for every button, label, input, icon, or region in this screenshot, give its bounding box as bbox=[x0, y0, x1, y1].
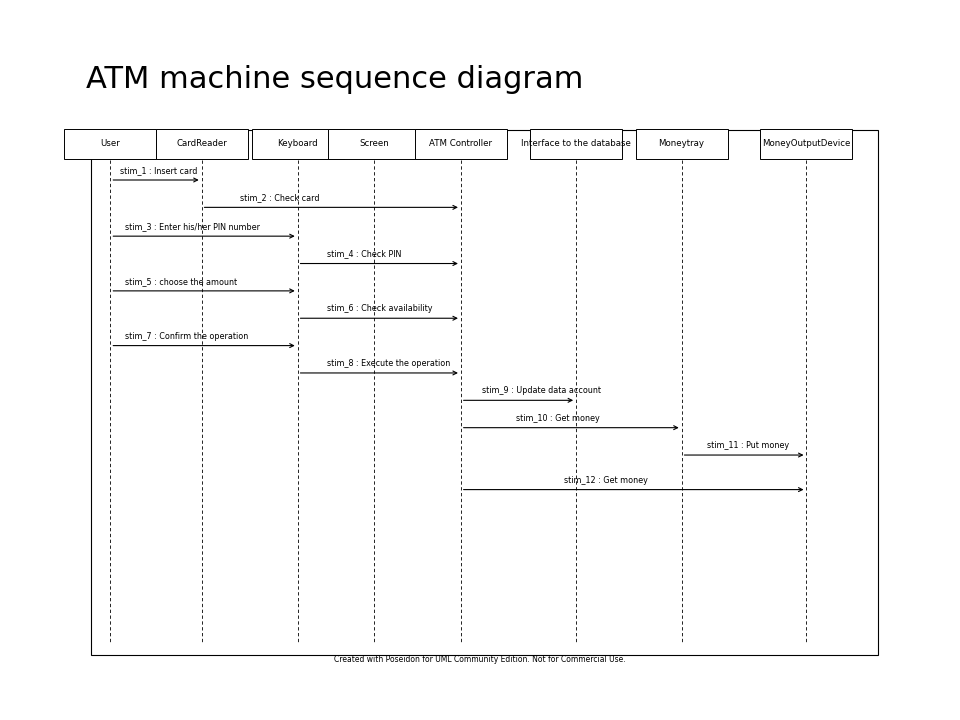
Text: ATM machine sequence diagram: ATM machine sequence diagram bbox=[86, 65, 584, 94]
Bar bbox=[156, 129, 248, 159]
Bar bbox=[252, 129, 344, 159]
Bar bbox=[91, 130, 878, 655]
Text: stim_6 : Check availability: stim_6 : Check availability bbox=[327, 304, 432, 313]
Text: stim_7 : Confirm the operation: stim_7 : Confirm the operation bbox=[126, 331, 249, 341]
Text: stim_11 : Put money: stim_11 : Put money bbox=[707, 441, 789, 450]
Text: CardReader: CardReader bbox=[177, 140, 227, 148]
Text: Created with Poseidon for UML Community Edition. Not for Commercial Use.: Created with Poseidon for UML Community … bbox=[334, 655, 626, 664]
Text: stim_3 : Enter his/her PIN number: stim_3 : Enter his/her PIN number bbox=[126, 222, 260, 231]
Text: User: User bbox=[101, 140, 120, 148]
Text: stim_10 : Get money: stim_10 : Get money bbox=[516, 413, 600, 423]
Bar bbox=[328, 129, 420, 159]
Bar bbox=[760, 129, 852, 159]
Text: stim_12 : Get money: stim_12 : Get money bbox=[564, 475, 648, 485]
Text: stim_5 : choose the amount: stim_5 : choose the amount bbox=[126, 277, 237, 286]
Text: stim_4 : Check PIN: stim_4 : Check PIN bbox=[327, 250, 401, 258]
Bar bbox=[530, 129, 622, 159]
Text: MoneyOutputDevice: MoneyOutputDevice bbox=[762, 140, 851, 148]
Text: Moneytray: Moneytray bbox=[659, 140, 705, 148]
Bar bbox=[636, 129, 728, 159]
Bar bbox=[64, 129, 156, 159]
Text: Interface to the database: Interface to the database bbox=[521, 140, 631, 148]
Text: stim_1 : Insert card: stim_1 : Insert card bbox=[119, 166, 197, 175]
Text: Screen: Screen bbox=[360, 140, 389, 148]
Text: stim_9 : Update data account: stim_9 : Update data account bbox=[482, 386, 601, 395]
Text: ATM Controller: ATM Controller bbox=[429, 140, 492, 148]
Text: stim_8 : Execute the operation: stim_8 : Execute the operation bbox=[327, 359, 450, 368]
Bar bbox=[415, 129, 507, 159]
Text: Keyboard: Keyboard bbox=[277, 140, 318, 148]
Text: stim_2 : Check card: stim_2 : Check card bbox=[240, 194, 320, 202]
